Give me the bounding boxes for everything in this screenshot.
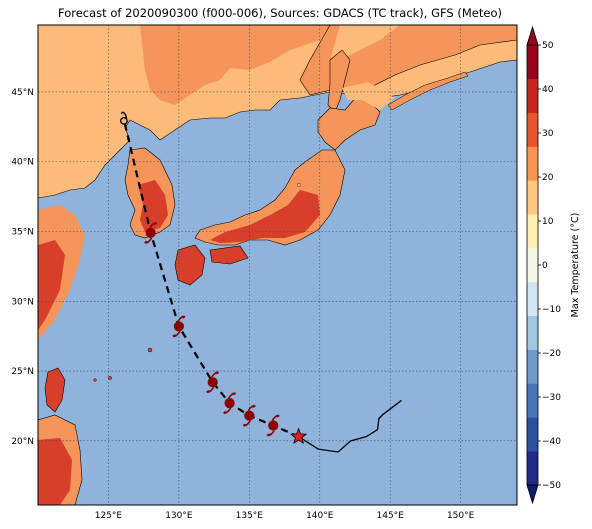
colorbar-tick-label: −10 — [542, 305, 561, 315]
lat-tick-label: 20°N — [11, 437, 34, 447]
colorbar-segment — [527, 315, 538, 350]
forecast-track-line — [122, 119, 300, 438]
colorbar-tick-label: 20 — [542, 173, 554, 183]
lat-tick-label: 35°N — [11, 228, 34, 238]
lon-tick-label: 145°E — [377, 511, 405, 521]
colorbar-label: Max Temperature (°C) — [570, 213, 581, 318]
land-hokkaido-light — [342, 82, 395, 110]
lon-tick-label: 140°E — [306, 511, 334, 521]
land-kurils — [387, 71, 469, 111]
colorbar-tick-label: 40 — [542, 85, 554, 95]
land-hot-region-1 — [38, 240, 65, 330]
colorbar-tick-label: −50 — [542, 481, 561, 491]
colorbar-segment — [527, 45, 538, 80]
map-frame — [37, 24, 518, 506]
colorbar: −50 −40 −30 −20 −10 0 10 20 30 40 50 Max Temperatur… — [526, 25, 581, 505]
colorbar-tick-label: 10 — [542, 217, 554, 227]
colorbar-segment — [527, 78, 538, 113]
extratropical-symbol-icon — [120, 111, 128, 125]
typhoon-symbol-icon — [144, 222, 157, 244]
colorbar-segment — [527, 383, 538, 418]
map-title: Forecast of 2020090300 (f000-006), Sourc… — [58, 6, 502, 20]
land-taiwan — [44, 367, 66, 413]
land-shikoku — [209, 245, 249, 265]
island — [147, 347, 153, 353]
land-korea-hot — [138, 180, 168, 232]
typhoon-symbol-icon — [267, 414, 280, 437]
land-hot-region-2 — [38, 438, 72, 505]
lon-tick-label: 135°E — [236, 511, 264, 521]
typhoon-symbol-icon — [223, 392, 236, 414]
land-honshu-hot — [210, 190, 320, 243]
lat-tick-label: 40°N — [11, 158, 34, 168]
lon-tick-label: 125°E — [95, 511, 123, 521]
current-position-star-icon — [289, 427, 308, 445]
land-russia-light — [330, 25, 400, 60]
colorbar-segment — [527, 349, 538, 384]
colorbar-tick-label: −30 — [542, 393, 561, 403]
colorbar-segment — [527, 214, 538, 249]
colorbar-segment — [527, 451, 538, 486]
land-hokkaido — [317, 94, 381, 151]
typhoon-track — [120, 111, 402, 453]
gridlines — [38, 25, 517, 505]
land-warm-region-1 — [140, 25, 330, 105]
typhoon-symbol-icon — [243, 404, 256, 427]
lon-tick-label: 130°E — [165, 511, 193, 521]
island — [108, 376, 112, 380]
island — [297, 182, 302, 187]
colorbar-max-arrow — [526, 25, 539, 46]
past-track-line — [298, 399, 402, 453]
typhoon-symbol-icon — [206, 371, 219, 393]
colorbar-segment — [527, 281, 538, 317]
colorbar-segment — [527, 180, 538, 215]
land-kyushu — [174, 244, 206, 286]
lat-tick-label: 25°N — [11, 367, 34, 377]
colorbar-segment — [527, 417, 538, 452]
colorbar-tick-label: 0 — [542, 261, 548, 271]
lat-tick-label: 45°N — [11, 88, 34, 98]
colorbar-tick-label: 30 — [542, 129, 554, 139]
colorbar-tick-label: −20 — [542, 349, 561, 359]
island — [93, 378, 97, 382]
colorbar-tick-label: 50 — [542, 41, 554, 51]
colorbar-segment — [527, 248, 538, 283]
colorbar-tick-label: −40 — [542, 437, 561, 447]
lon-tick-label: 150°E — [447, 511, 475, 521]
typhoon-symbol-icon — [172, 315, 186, 338]
land-sakhalin — [327, 49, 351, 113]
lat-tick-label: 30°N — [11, 297, 34, 307]
colorbar-segment — [527, 146, 538, 181]
colorbar-min-arrow — [526, 484, 539, 505]
colorbar-segment — [527, 112, 538, 147]
axis-ticks: 125°E 130°E 135°E 140°E 145°E 150°E 20°N 25°N 30… — [11, 88, 474, 521]
